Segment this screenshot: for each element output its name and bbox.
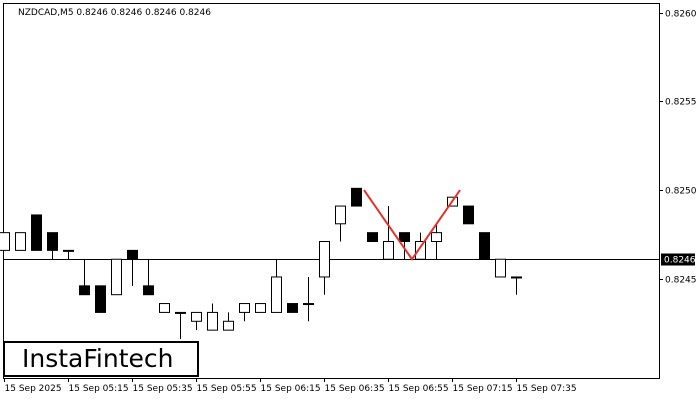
candle (15, 232, 26, 251)
symbol-label: NZDCAD,M5 0.8246 0.8246 0.8246 0.8246 (18, 8, 211, 18)
candle (47, 232, 58, 260)
candle (127, 249, 138, 286)
candle-body (127, 249, 138, 260)
candle (175, 311, 186, 340)
candle (111, 258, 122, 296)
candle-body (111, 258, 122, 296)
x-tick-label: 15 Sep 05:15 (69, 384, 129, 394)
x-tick-label: 15 Sep 06:35 (325, 384, 385, 394)
candle (255, 303, 266, 313)
candle (95, 285, 106, 313)
candle (495, 258, 506, 278)
candle (367, 232, 378, 243)
candle (31, 214, 42, 251)
y-tick-label: 0.8255 (665, 98, 697, 108)
y-tick-label: 0.8250 (665, 187, 697, 197)
candle-body (143, 285, 154, 296)
candle-body (319, 241, 330, 278)
candle-body (479, 232, 490, 260)
candle (0, 232, 10, 251)
x-tick-label: 15 Sep 05:55 (197, 384, 257, 394)
candle-body (239, 303, 250, 313)
candle (143, 259, 154, 296)
candle-body (15, 232, 26, 251)
candle-body (495, 258, 506, 278)
candle (383, 206, 394, 260)
candle-body (287, 303, 298, 313)
price-badge-layer: 0.8246 (661, 253, 696, 266)
candle (303, 276, 314, 322)
candle (319, 241, 330, 295)
candle-layer (0, 187, 522, 340)
candle (351, 187, 362, 207)
candle-body (223, 320, 234, 331)
candle-body (79, 285, 90, 296)
candle (159, 303, 170, 313)
double-top-pattern-line (363, 189, 461, 261)
x-tick-label: 15 Sep 2025 (5, 384, 62, 394)
candle-body (95, 285, 106, 313)
candle-body (367, 232, 378, 243)
brand-logo-text: InstaFintech (22, 344, 174, 373)
candle (335, 205, 346, 242)
candle (191, 311, 202, 331)
candle (431, 223, 442, 260)
candle-body (271, 276, 282, 313)
candle-body (399, 232, 410, 243)
candle-body (255, 303, 266, 313)
candle (63, 249, 74, 260)
candle-body (303, 303, 314, 306)
candle-body (335, 205, 346, 225)
candle-body (31, 214, 42, 251)
x-tick-label: 15 Sep 07:35 (517, 384, 577, 394)
x-axis: 15 Sep 2025 15 Sep 05:15 15 Sep 05:35 15 Se… (4, 378, 577, 394)
brand-logo: InstaFintech (3, 341, 199, 377)
x-tick-label: 15 Sep 05:35 (133, 384, 193, 394)
candle (287, 303, 298, 313)
candle-body (431, 232, 442, 243)
candle-body (351, 187, 362, 207)
candle-body (207, 311, 218, 331)
pattern-layer (363, 189, 461, 261)
candle (463, 205, 474, 225)
candle (479, 232, 490, 260)
current-price-label: 0.8246 (664, 256, 696, 266)
y-axis: 0.8260 0.8255 0.8250 0.8245 (659, 10, 697, 286)
candle-body (159, 303, 170, 313)
candle-body (463, 205, 474, 225)
x-tick-label: 15 Sep 06:15 (261, 384, 321, 394)
plot-frame (3, 3, 660, 379)
y-tick-label: 0.8260 (665, 10, 697, 20)
y-tick-label: 0.8245 (665, 276, 697, 286)
candle-body (191, 311, 202, 322)
candle (511, 276, 522, 295)
candle (399, 232, 410, 260)
candle (79, 259, 90, 296)
candle (239, 303, 250, 322)
candle-body (175, 311, 186, 314)
candle (207, 303, 218, 331)
candle-body (0, 232, 10, 251)
candle-body (511, 276, 522, 279)
candle-body (415, 241, 426, 260)
current-price-badge (661, 253, 695, 266)
candle (223, 312, 234, 331)
candle (271, 259, 282, 313)
candle-body (383, 241, 394, 260)
x-tick-label: 15 Sep 06:55 (389, 384, 449, 394)
candle-body (47, 232, 58, 251)
candle-body (63, 249, 74, 252)
x-tick-label: 15 Sep 07:15 (453, 384, 513, 394)
